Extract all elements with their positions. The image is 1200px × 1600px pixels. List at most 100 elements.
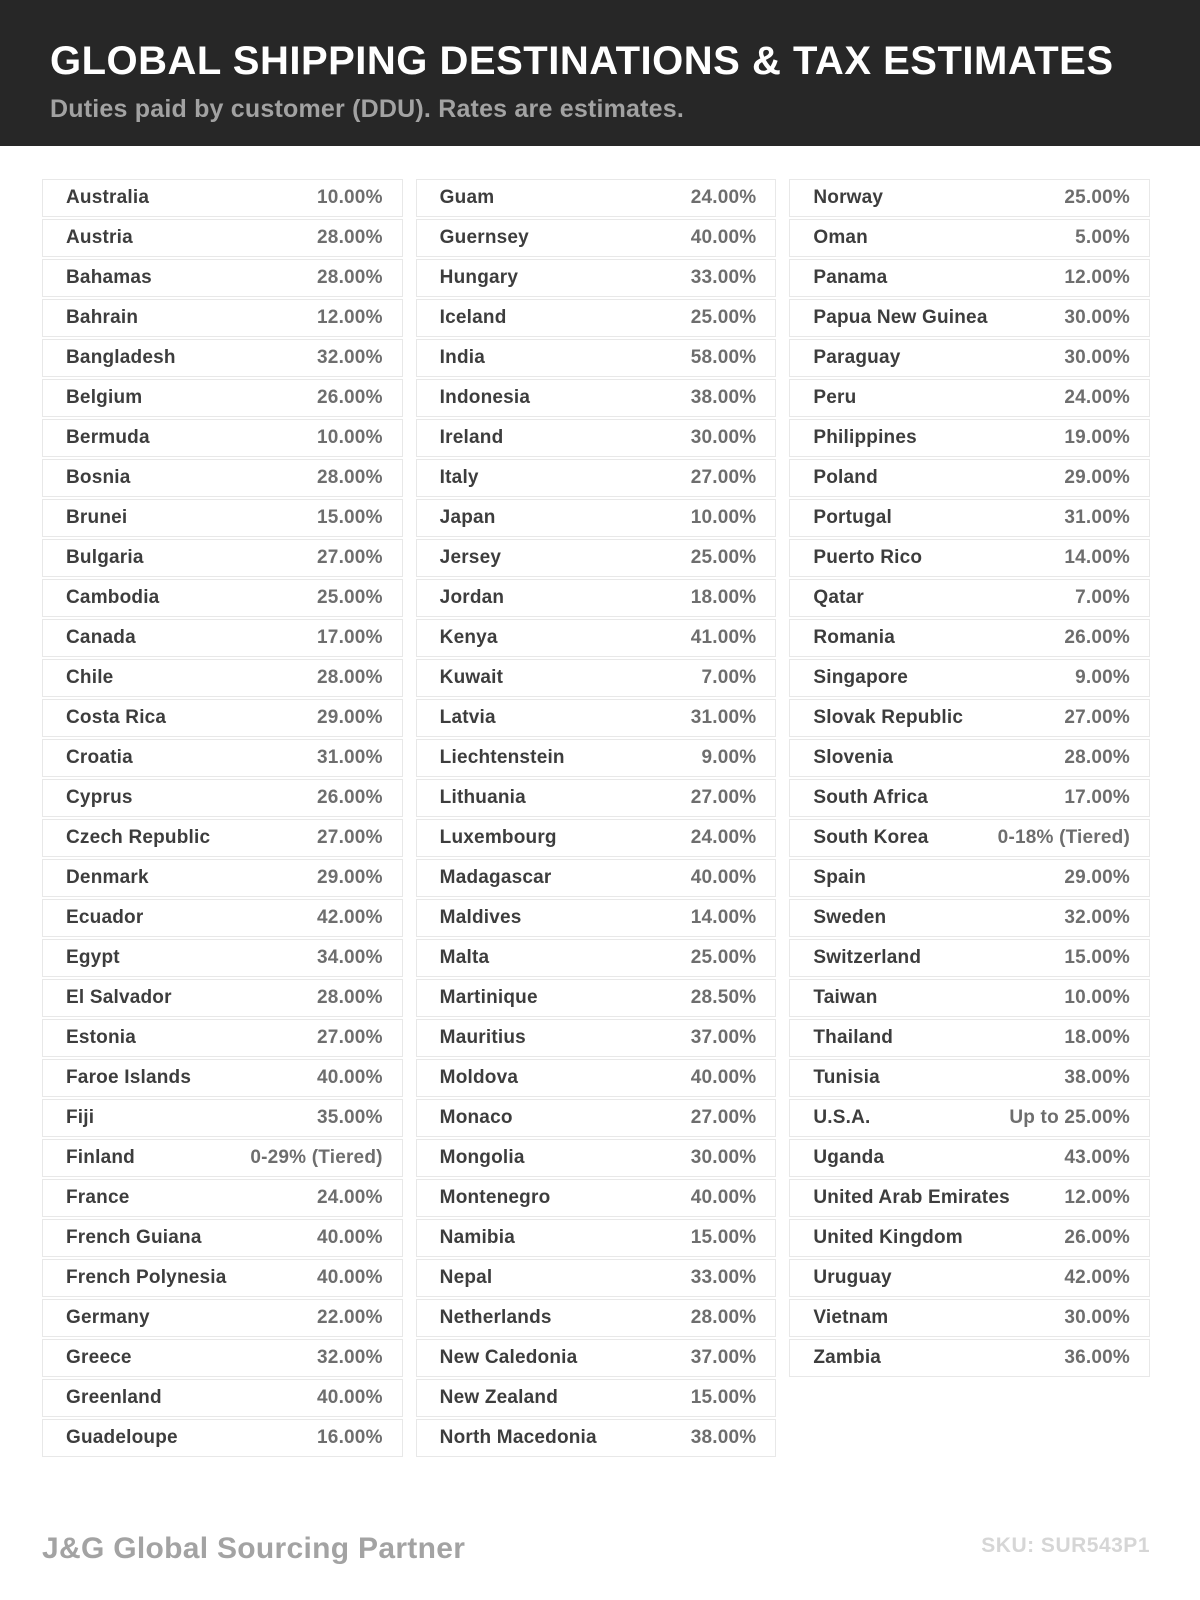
tax-rate: 24.00%	[317, 1187, 383, 1208]
table-row: Thailand 18.00%	[789, 1019, 1151, 1057]
tax-rate: 24.00%	[690, 827, 757, 848]
tax-rate: 17.00%	[1064, 787, 1131, 808]
table-row: Canada 17.00%	[42, 619, 403, 657]
tax-rate: 28.00%	[317, 227, 383, 248]
table-row: Qatar 7.00%	[789, 579, 1151, 617]
tax-rate: 31.00%	[317, 747, 383, 768]
tax-rate: 10.00%	[690, 507, 757, 528]
country-name: Jersey	[439, 547, 502, 568]
tax-rate: 38.00%	[690, 387, 757, 408]
country-name: Indonesia	[439, 387, 531, 408]
table-row: Cyprus 26.00%	[42, 779, 403, 817]
country-name: Namibia	[439, 1227, 515, 1248]
country-name: Poland	[813, 467, 878, 488]
table-row: Austria 28.00%	[42, 219, 403, 257]
tax-rate: 29.00%	[1064, 867, 1131, 888]
tax-rate: 9.00%	[701, 747, 757, 768]
country-name: Slovenia	[813, 747, 894, 768]
table-row: United Kingdom 26.00%	[789, 1219, 1151, 1257]
table-row: France 24.00%	[42, 1179, 403, 1217]
tax-rate: 42.00%	[317, 907, 383, 928]
country-name: France	[66, 1187, 130, 1208]
table-row: Martinique 28.50%	[415, 979, 777, 1017]
country-name: Jordan	[439, 587, 505, 608]
table-row: Slovak Republic 27.00%	[789, 699, 1151, 737]
table-row: Liechtenstein 9.00%	[415, 739, 777, 777]
tax-rate: 19.00%	[1064, 427, 1131, 448]
country-name: Ireland	[439, 427, 504, 448]
tax-rate: 5.00%	[1075, 227, 1131, 248]
tax-rate: 27.00%	[317, 827, 383, 848]
table-row: Netherlands 28.00%	[415, 1299, 777, 1337]
table-row: Germany 22.00%	[42, 1299, 403, 1337]
country-name: Spain	[813, 867, 867, 888]
country-name: Switzerland	[813, 947, 922, 968]
country-name: Madagascar	[439, 867, 552, 888]
tax-rate: 38.00%	[690, 1427, 757, 1448]
table-row: Guam 24.00%	[415, 179, 777, 217]
tax-rate: 27.00%	[690, 467, 757, 488]
country-name: Uruguay	[813, 1267, 892, 1288]
page-title: GLOBAL SHIPPING DESTINATIONS & TAX ESTIM…	[50, 39, 1114, 83]
table-row: Japan 10.00%	[415, 499, 777, 537]
tax-rate: 17.00%	[317, 627, 383, 648]
table-row: Mongolia 30.00%	[415, 1139, 777, 1177]
country-name: Costa Rica	[66, 707, 167, 728]
tax-rate: 25.00%	[690, 547, 757, 568]
tax-rate: 14.00%	[1064, 547, 1131, 568]
country-name: Bermuda	[66, 427, 150, 448]
country-name: United Arab Emirates	[813, 1187, 1010, 1208]
page-header: GLOBAL SHIPPING DESTINATIONS & TAX ESTIM…	[0, 0, 1200, 146]
country-name: Oman	[813, 227, 868, 248]
table-row: Papua New Guinea 30.00%	[789, 299, 1151, 337]
table-row: Madagascar 40.00%	[415, 859, 777, 897]
tax-rate: 27.00%	[317, 1027, 383, 1048]
table-row: Greece 32.00%	[42, 1339, 403, 1377]
country-name: Brunei	[66, 507, 128, 528]
country-name: Malta	[439, 947, 490, 968]
country-name: Netherlands	[439, 1307, 552, 1328]
table-row: Bosnia 28.00%	[42, 459, 403, 497]
table-row: Guernsey 40.00%	[415, 219, 777, 257]
tax-rate: 25.00%	[690, 307, 757, 328]
country-name: Finland	[66, 1147, 135, 1168]
table-row: Kenya 41.00%	[415, 619, 777, 657]
table-row: French Guiana 40.00%	[42, 1219, 403, 1257]
country-name: Faroe Islands	[66, 1067, 192, 1088]
country-name: New Zealand	[439, 1387, 559, 1408]
country-name: Zambia	[813, 1347, 882, 1368]
country-name: Romania	[813, 627, 895, 648]
tax-rate: 42.00%	[1064, 1267, 1131, 1288]
country-name: Estonia	[66, 1027, 137, 1048]
table-row: Greenland 40.00%	[42, 1379, 403, 1417]
table-row: Mauritius 37.00%	[415, 1019, 777, 1057]
country-name: Mongolia	[439, 1147, 525, 1168]
table-row: El Salvador 28.00%	[42, 979, 403, 1017]
country-name: United Kingdom	[813, 1227, 963, 1248]
country-name: Cambodia	[66, 587, 160, 608]
country-name: Canada	[66, 627, 136, 648]
country-name: Martinique	[439, 987, 538, 1008]
country-name: Luxembourg	[439, 827, 557, 848]
table-column-2: Guam 24.00% Guernsey 40.00% Hungary 33.00% Ice…	[415, 179, 777, 1459]
table-row: Iceland 25.00%	[415, 299, 777, 337]
table-row: Lithuania 27.00%	[415, 779, 777, 817]
tax-rate: 25.00%	[690, 947, 757, 968]
tax-rate: 14.00%	[690, 907, 757, 928]
country-name: El Salvador	[66, 987, 172, 1008]
country-name: Thailand	[813, 1027, 894, 1048]
tax-rate: 27.00%	[690, 787, 757, 808]
country-name: India	[439, 347, 486, 368]
tax-rate: 12.00%	[1064, 1187, 1131, 1208]
country-name: Peru	[813, 387, 857, 408]
country-name: New Caledonia	[439, 1347, 578, 1368]
country-name: Taiwan	[813, 987, 878, 1008]
table-row: Monaco 27.00%	[415, 1099, 777, 1137]
table-row: Guadeloupe 16.00%	[42, 1419, 403, 1457]
table-row: Nepal 33.00%	[415, 1259, 777, 1297]
country-name: Fiji	[66, 1107, 95, 1128]
tax-rate: 24.00%	[690, 187, 757, 208]
country-name: Belgium	[66, 387, 143, 408]
table-row: Chile 28.00%	[42, 659, 403, 697]
tax-rate: 24.00%	[1064, 387, 1131, 408]
